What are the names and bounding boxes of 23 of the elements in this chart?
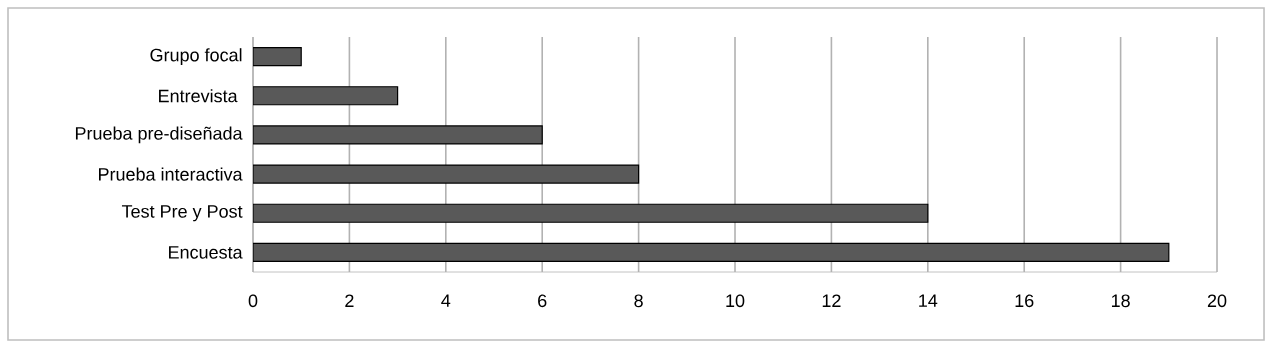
y-tick-label: Test Pre y Post bbox=[121, 205, 243, 222]
x-tick-label: 12 bbox=[822, 294, 841, 307]
y-tick-label: Entrevista bbox=[159, 89, 238, 103]
y-tick-label: Grupo focal bbox=[150, 48, 242, 65]
y-tick-label: Encuesta bbox=[169, 246, 243, 259]
y-tick-label: Prueba interactiva bbox=[99, 167, 243, 181]
bar bbox=[253, 86, 399, 106]
x-tick-label: 14 bbox=[919, 294, 938, 307]
x-tick-label: 18 bbox=[1111, 294, 1130, 308]
x-tick-label: 16 bbox=[1015, 294, 1034, 308]
bar bbox=[253, 164, 640, 184]
bar bbox=[253, 203, 929, 223]
bar bbox=[253, 242, 1170, 263]
x-tick-label: 2 bbox=[345, 294, 354, 307]
x-tick-label: 6 bbox=[538, 294, 547, 308]
x-tick-label: 8 bbox=[634, 294, 643, 308]
x-tick-label: 4 bbox=[441, 294, 451, 307]
x-tick-label: 0 bbox=[248, 294, 258, 308]
y-tick-label: Prueba pre-diseñada bbox=[75, 126, 243, 144]
bar bbox=[253, 125, 543, 145]
x-tick-label: 20 bbox=[1207, 294, 1227, 308]
bar bbox=[253, 46, 302, 67]
x-tick-label: 10 bbox=[726, 294, 745, 308]
